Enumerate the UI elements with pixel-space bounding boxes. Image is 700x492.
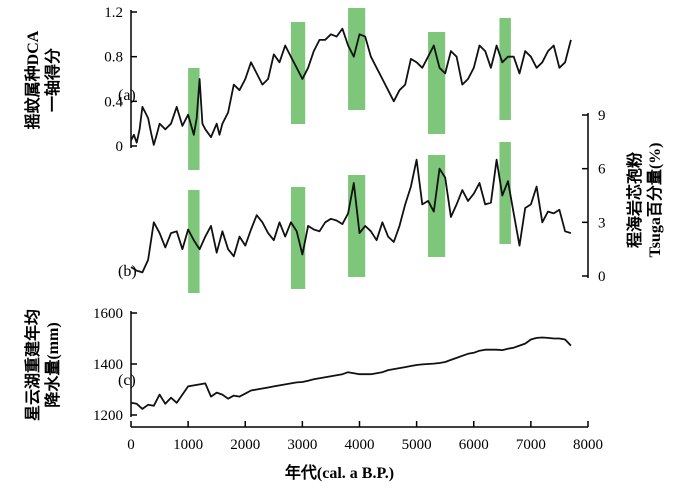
x-tick-label: 7000 (516, 437, 546, 453)
panel-label-a: (a) (118, 87, 136, 104)
x-tick-label: 3000 (287, 437, 317, 453)
y-tick-label-c: 1200 (93, 408, 123, 424)
y-tick-label-b: 6 (598, 162, 606, 178)
y-tick-label-c: 1600 (93, 306, 123, 322)
y-tick-label-b: 0 (598, 269, 606, 285)
y-tick-label-b: 3 (598, 215, 606, 231)
y-axis-title-line: 摇蚊属种DCA (23, 30, 42, 129)
y-axis-title-line: 一轴得分 (43, 48, 62, 112)
y-tick-label-c: 1400 (93, 357, 123, 373)
highlight-band-b-4 (428, 155, 446, 257)
x-tick-label: 6000 (459, 437, 489, 453)
axes (130, 10, 589, 428)
series-lines (130, 27, 572, 410)
highlight-band-a-4 (428, 32, 446, 134)
y-tick-label-a: 1.2 (104, 5, 123, 21)
x-axis-title: 年代(cal. a B.P.) (285, 463, 394, 482)
y-tick-label-a: 0 (116, 139, 124, 155)
y-tick-label-a: 0.4 (104, 94, 123, 110)
highlight-band-a-1 (188, 68, 200, 170)
y-axis-title-line: 程海岩芯孢粉 (625, 152, 644, 248)
highlight-band-a-3 (348, 8, 366, 110)
x-tick-label: 8000 (573, 437, 603, 453)
series-line-a (130, 27, 572, 146)
y-axis-title-a: 摇蚊属种DCA 一轴得分 (23, 30, 62, 129)
x-tick-label: 4000 (345, 437, 375, 453)
y-axis-title-line: Tsuga百分量(%) (646, 143, 664, 258)
highlight-bands (188, 8, 511, 293)
x-tick-label: 0 (127, 437, 135, 453)
highlight-band-b-5 (499, 142, 511, 244)
labels: 0 1000 2000 3000 4000 5000 6000 7000 8000 年代(cal.… (23, 5, 664, 482)
series-line-b (130, 158, 572, 274)
y-axis-title-b: 程海岩芯孢粉 Tsuga百分量(%) (625, 143, 664, 258)
highlight-band-a-5 (499, 18, 511, 120)
y-axis-title-line: 星云湖重建年均 (23, 309, 42, 421)
x-tick-label: 2000 (230, 437, 260, 453)
y-axis-title-c: 星云湖重建年均 降水量(mm) (23, 309, 62, 421)
panel-label-b: (b) (118, 263, 137, 280)
x-tick-label: 5000 (402, 437, 432, 453)
highlight-band-a-2 (290, 22, 306, 124)
x-tick-label: 1000 (173, 437, 203, 453)
y-tick-label-b: 9 (598, 108, 606, 124)
panel-label-c: (c) (118, 372, 136, 389)
y-tick-label-a: 0.8 (104, 50, 123, 66)
y-axis-title-line: 降水量(mm) (43, 322, 62, 407)
series-line-c (130, 336, 572, 410)
highlight-band-b-3 (348, 175, 366, 277)
